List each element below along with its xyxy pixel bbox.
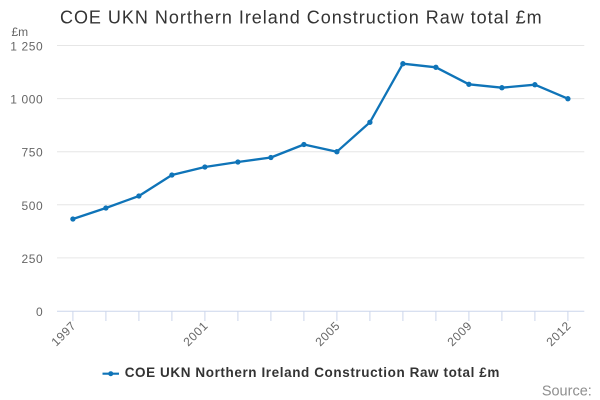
svg-text:Source:: Source: — [542, 384, 592, 400]
svg-text:0: 0 — [36, 305, 43, 319]
svg-text:1 000: 1 000 — [10, 93, 43, 107]
svg-text:500: 500 — [21, 199, 43, 213]
svg-text:250: 250 — [21, 252, 43, 266]
svg-text:1 250: 1 250 — [10, 40, 43, 54]
svg-text:COE UKN Northern Ireland Const: COE UKN Northern Ireland Construction Ra… — [60, 8, 543, 28]
svg-text:£m: £m — [12, 25, 29, 39]
svg-text:COE UKN Northern Ireland Const: COE UKN Northern Ireland Construction Ra… — [125, 365, 500, 380]
svg-text:750: 750 — [21, 146, 43, 160]
